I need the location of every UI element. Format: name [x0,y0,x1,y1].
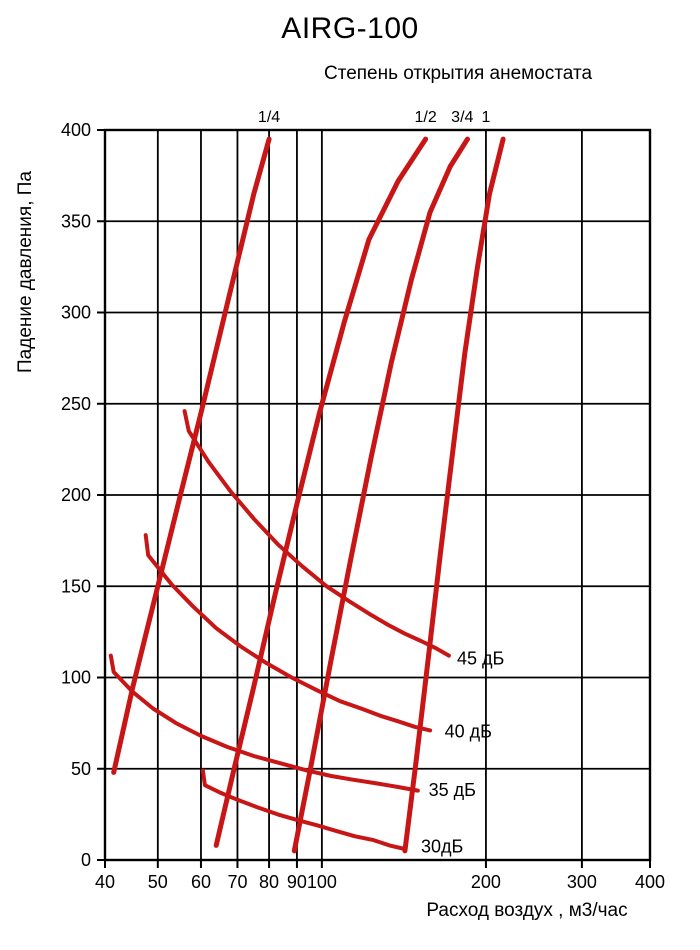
opening-curve-1 [402,136,506,854]
x-tick-label: 90 [287,872,307,892]
y-tick-label: 250 [61,394,91,414]
chart-subtitle: Степень открытия анемостата [323,63,593,84]
y-tick-label: 150 [61,576,91,596]
x-axis-title: Расход воздух , м3/час [426,900,628,921]
chart-title: AIRG-100 [281,12,419,45]
opening-curve-3-4 [291,136,470,854]
opening-degree-label: 1/2 [414,109,436,126]
y-tick-label: 200 [61,485,91,505]
y-tick-label: 0 [81,850,91,870]
x-tick-label: 300 [567,872,597,892]
opening-degree-label: 1/4 [258,109,280,126]
x-tick-label: 200 [471,872,501,892]
y-tick-label: 350 [61,211,91,231]
opening-degree-label: 3/4 [451,109,473,126]
x-tick-label: 60 [191,872,211,892]
noise-curve-label: 30дБ [421,837,463,857]
y-tick-label: 300 [61,303,91,323]
x-tick-label: 70 [227,872,247,892]
y-tick-label: 400 [61,120,91,140]
y-tick-label: 50 [71,759,91,779]
y-tick-label: 100 [61,668,91,688]
plot-border [103,128,652,862]
noise-curve-label: 45 дБ [457,649,504,669]
x-tick-label: 100 [307,872,337,892]
noise-curve-label: 40 дБ [445,722,492,742]
opening-degree-label: 1 [481,109,490,126]
x-tick-label: 400 [635,872,665,892]
noise-curve-label: 35 дБ [429,780,476,800]
x-tick-label: 40 [95,872,115,892]
noise-curve-35дБ [108,653,420,793]
opening-curve-1-2 [213,136,429,848]
noise-curve-40дБ [143,533,433,733]
noise-curve-30дБ [200,768,407,851]
noise-curve-45дБ [182,409,451,658]
opening-curve-1-4 [111,136,272,775]
x-tick-label: 50 [148,872,168,892]
x-tick-label: 80 [259,872,279,892]
